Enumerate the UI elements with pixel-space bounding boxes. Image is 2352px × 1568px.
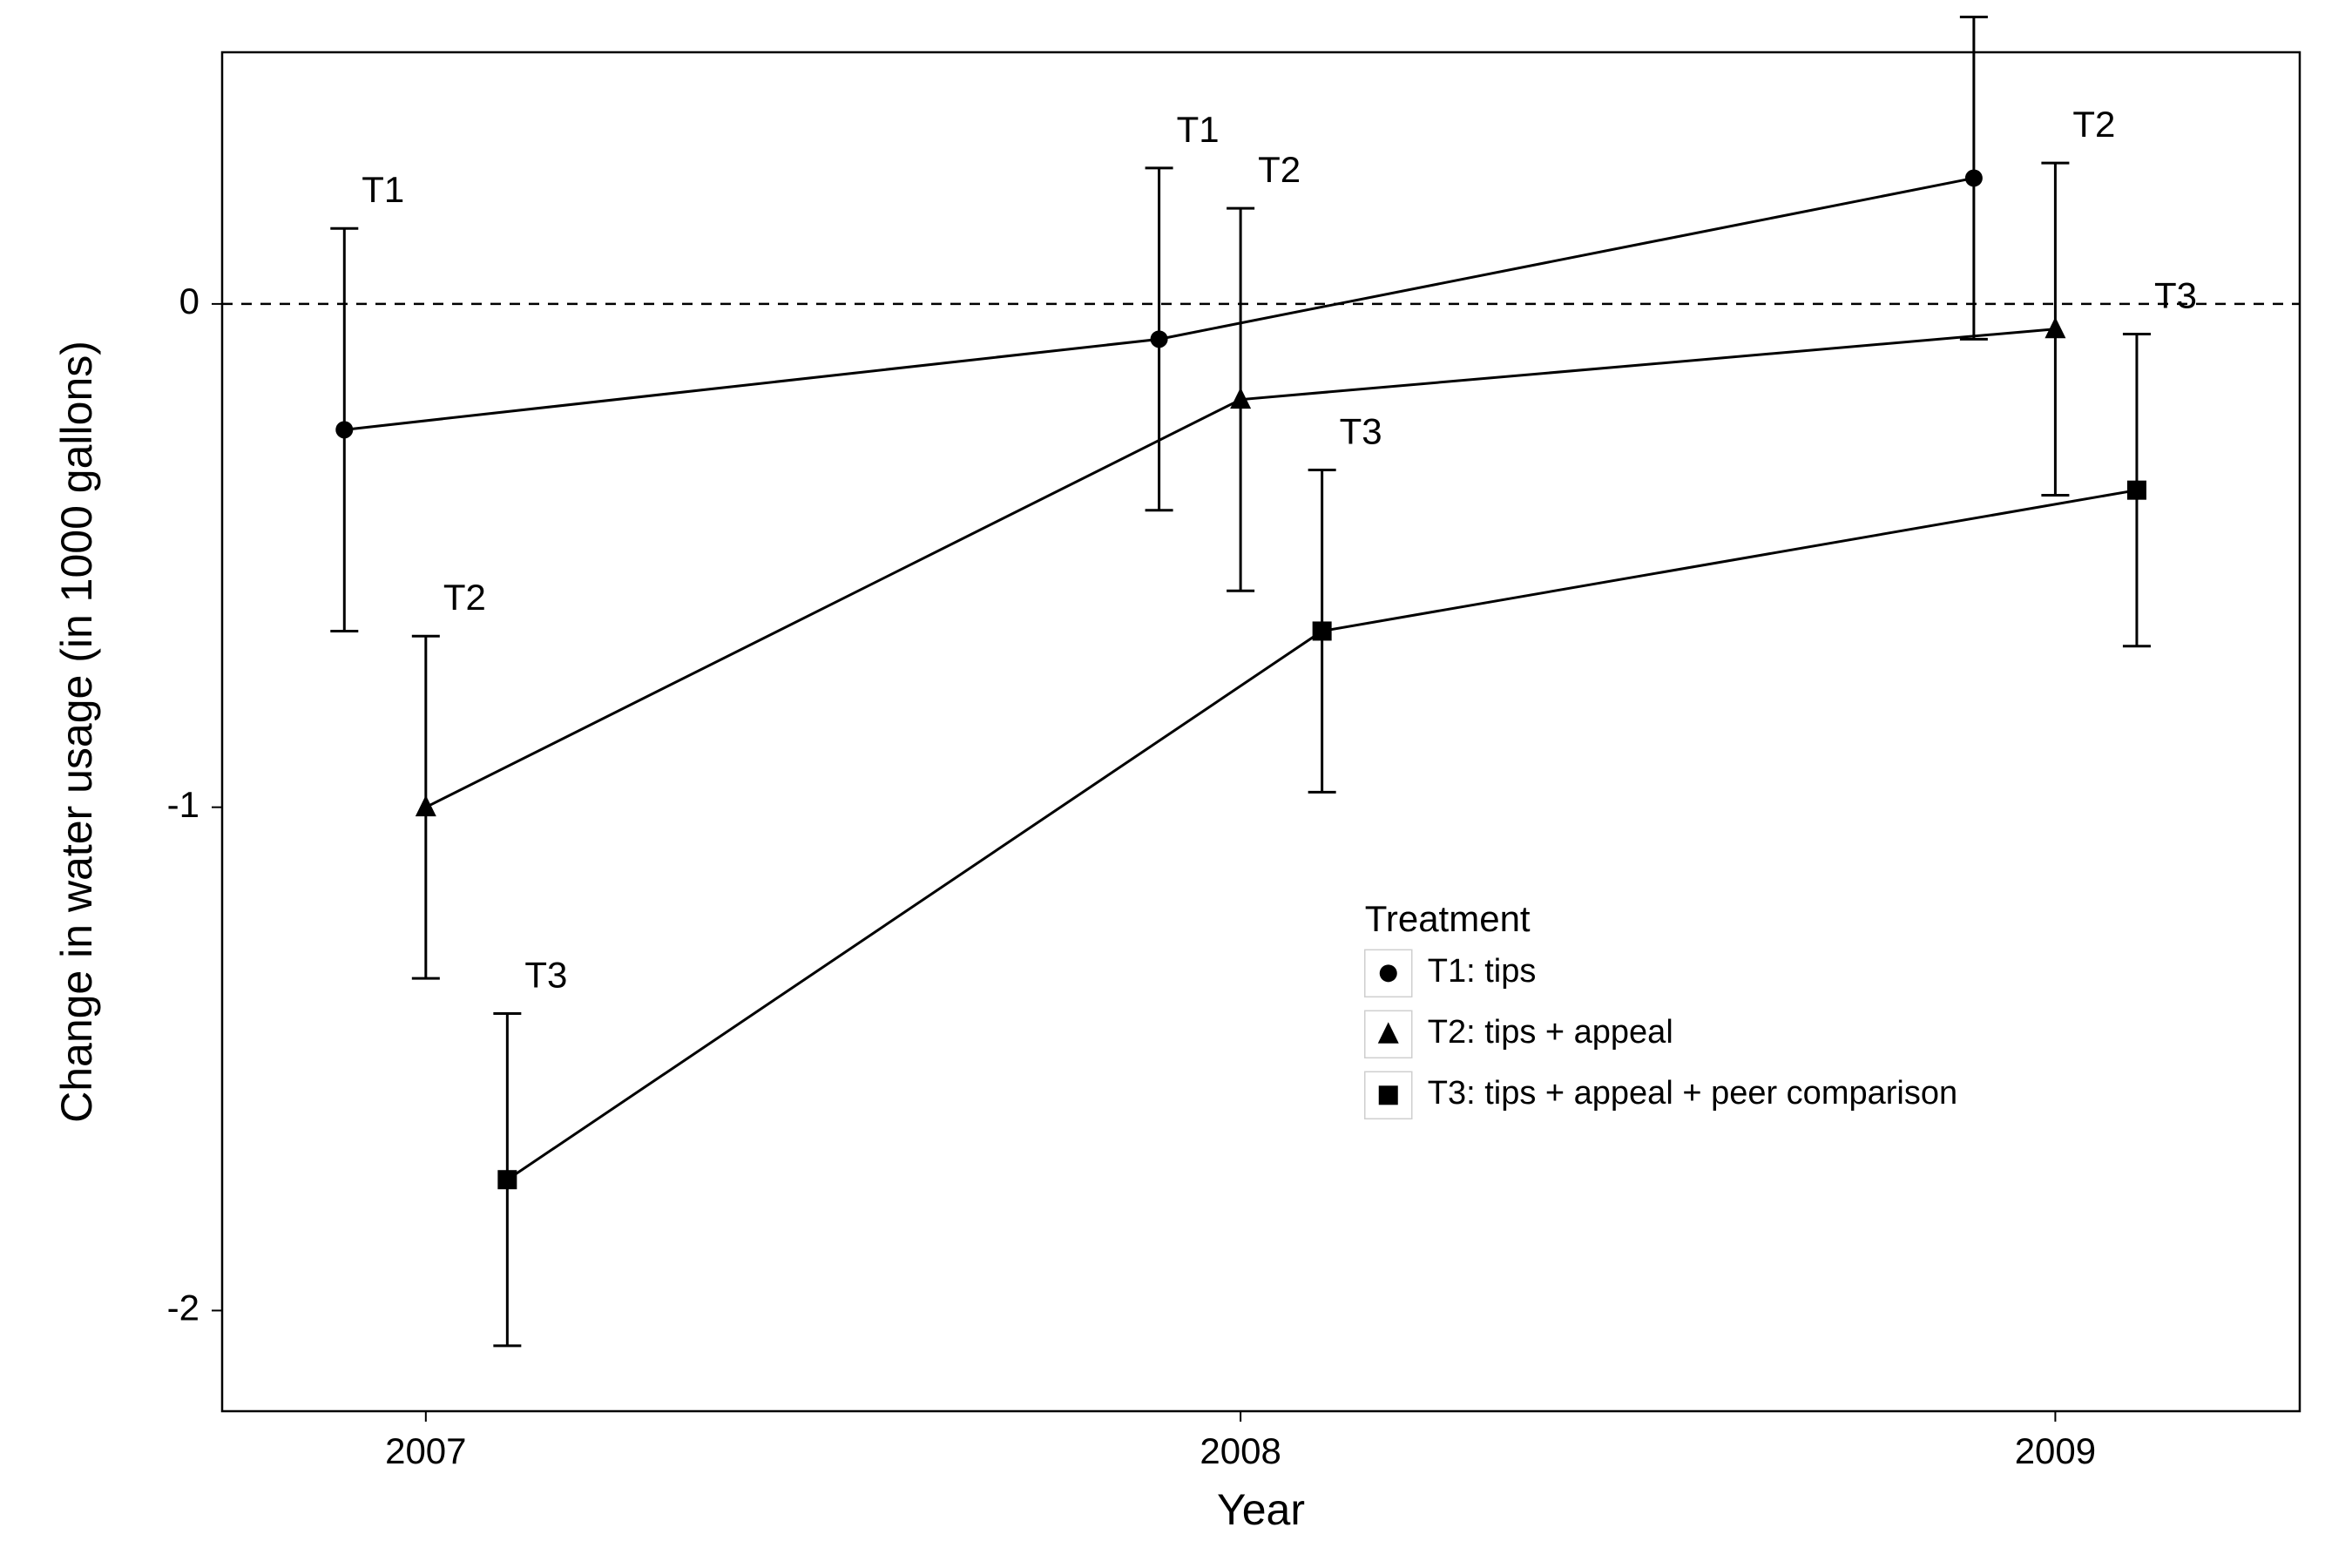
point-label-T3: T3 xyxy=(2154,275,2197,316)
marker-T1 xyxy=(1965,169,1983,186)
point-label-T3: T3 xyxy=(524,955,567,996)
x-axis-label: Year xyxy=(1217,1485,1305,1534)
legend-title: Treatment xyxy=(1365,898,1531,939)
marker-T1 xyxy=(335,421,353,438)
point-label-T1: T1 xyxy=(1177,109,1220,150)
y-tick-label: 0 xyxy=(179,280,199,321)
x-tick-label: 2009 xyxy=(2015,1430,2096,1471)
x-tick-label: 2007 xyxy=(385,1430,466,1471)
point-label-T3: T3 xyxy=(1340,411,1382,452)
point-label-T1: T1 xyxy=(362,169,404,210)
y-tick-label: -2 xyxy=(167,1288,199,1328)
point-label-T2: T2 xyxy=(443,577,486,618)
x-tick-label: 2008 xyxy=(1200,1430,1281,1471)
errorbar-line-chart: -2 -1 0 Change in water usage (in 1000 gall… xyxy=(0,0,2352,1568)
legend-label-T3: T3: tips + appeal + peer comparison xyxy=(1428,1075,1957,1112)
marker-T3 xyxy=(1313,621,1332,640)
legend-label-T2: T2: tips + appeal xyxy=(1428,1014,1673,1051)
y-tick-label: -1 xyxy=(167,784,199,825)
legend-marker-T3 xyxy=(1379,1085,1398,1105)
y-axis-label: Change in water usage (in 1000 gallons) xyxy=(52,341,101,1123)
marker-T3 xyxy=(497,1170,517,1189)
point-label-T2: T2 xyxy=(2072,104,2115,145)
marker-T3 xyxy=(2127,481,2146,500)
marker-T1 xyxy=(1151,330,1168,348)
legend-label-T1: T1: tips xyxy=(1428,953,1537,990)
chart-container: -2 -1 0 Change in water usage (in 1000 gall… xyxy=(0,0,2352,1568)
legend-marker-T1 xyxy=(1380,964,1397,982)
point-label-T2: T2 xyxy=(1258,149,1301,190)
